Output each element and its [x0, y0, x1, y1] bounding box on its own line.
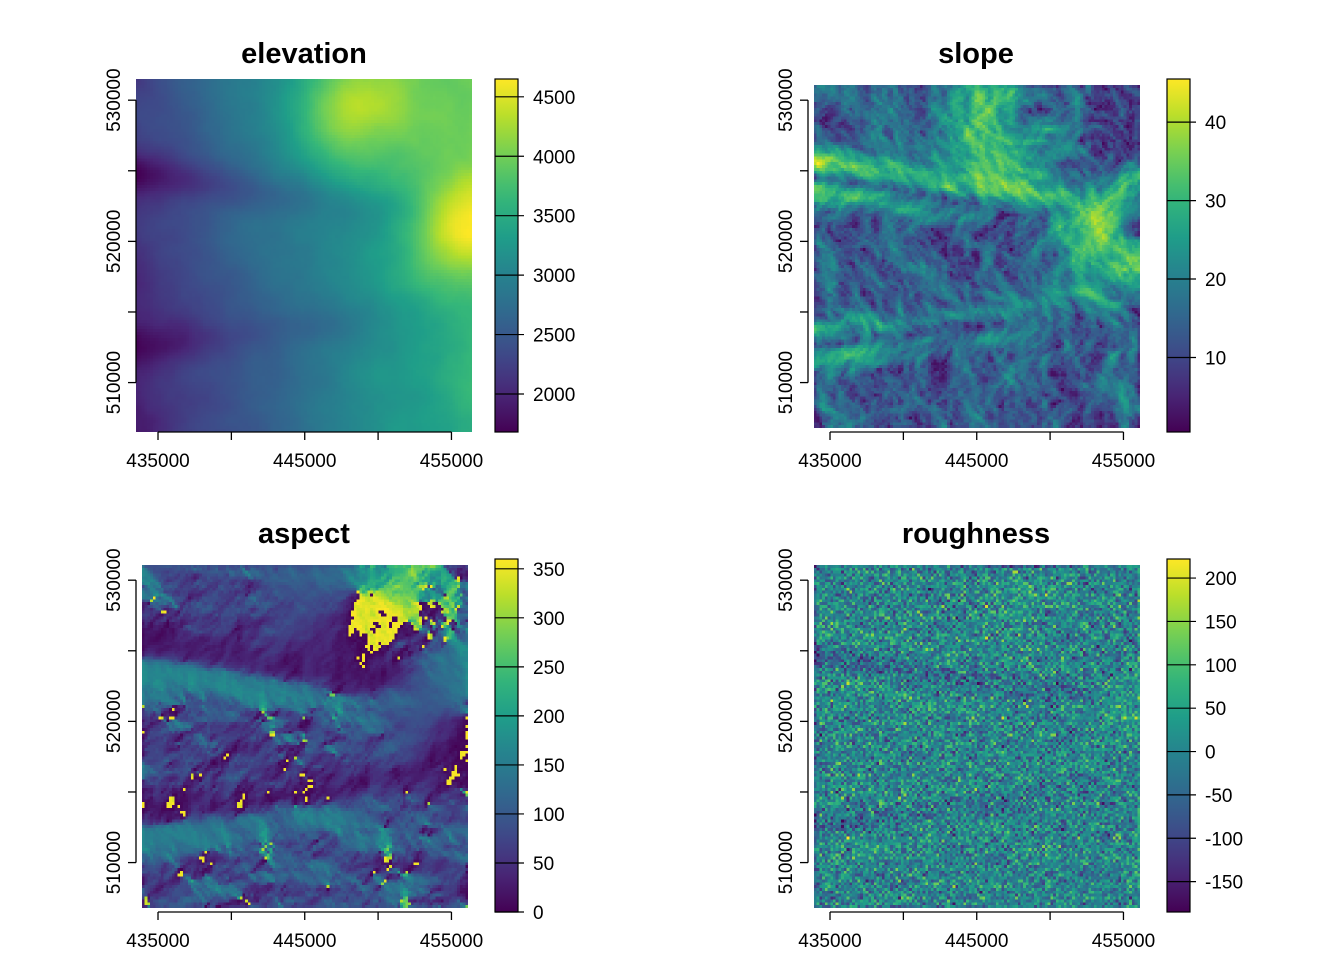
y-tick-label: 530000	[104, 68, 125, 131]
colorbar-tick-label: 100	[1205, 656, 1237, 677]
colorbar-gradient	[495, 559, 518, 912]
colorbar-tick-label: 250	[533, 658, 565, 679]
x-tick-label: 445000	[273, 451, 336, 472]
colorbar-gradient	[495, 79, 518, 432]
colorbar-tick-label: 10	[1205, 348, 1226, 369]
colorbar-tick-label: 2000	[533, 385, 575, 406]
colorbar-tick-label: 20	[1205, 270, 1226, 291]
colorbar-frame	[494, 78, 519, 433]
colorbar-tick-label: 100	[533, 805, 565, 826]
raster-border	[137, 560, 471, 911]
elevation-raster	[136, 79, 472, 432]
y-tick-label: 510000	[104, 831, 125, 894]
colorbar-tick-label: 0	[1205, 743, 1216, 764]
colorbar-tick-label: -100	[1205, 829, 1243, 850]
x-tick-label: 435000	[126, 451, 189, 472]
colorbar-tick-label: 150	[533, 756, 565, 777]
y-tick-label: 530000	[776, 68, 797, 131]
panel-aspect: aspect 435000 445000 455000 510000 520000 5300…	[104, 518, 565, 952]
y-tick-label: 510000	[776, 831, 797, 894]
y-axis: 510000 520000 530000	[104, 548, 137, 894]
colorbar-tick-label: -50	[1205, 786, 1232, 807]
x-tick-label: 435000	[126, 931, 189, 952]
aspect-raster	[142, 565, 468, 908]
colorbar-tick-label: 150	[1205, 612, 1237, 633]
y-tick-label: 520000	[104, 210, 125, 273]
colorbar-gradient	[1167, 559, 1190, 912]
y-tick-label: 510000	[104, 351, 125, 414]
x-tick-label: 445000	[945, 931, 1008, 952]
colorbar-tick-label: 2500	[533, 326, 575, 347]
x-tick-label: 445000	[273, 931, 336, 952]
y-tick-label: 520000	[776, 210, 797, 273]
slope-raster	[814, 85, 1140, 428]
colorbar-tick-label: 40	[1205, 113, 1226, 134]
panel-title: aspect	[258, 518, 350, 550]
x-tick-label: 455000	[1092, 451, 1155, 472]
x-tick-label: 435000	[798, 931, 861, 952]
panel-title: elevation	[241, 38, 367, 70]
colorbar-tick-label: 200	[533, 707, 565, 728]
colorbar-slope: 10 20 30 40	[1166, 78, 1226, 433]
colorbar-roughness: -150 -100 -50 0 50 100 150 200	[1166, 558, 1243, 913]
x-axis: 435000 445000 455000	[798, 911, 1155, 952]
y-axis: 510000 520000 530000	[776, 68, 809, 414]
y-axis: 510000 520000 530000	[776, 548, 809, 894]
panel-title: slope	[938, 38, 1014, 70]
colorbar-tick-label: 3000	[533, 266, 575, 287]
x-axis: 435000 445000 455000	[798, 431, 1155, 472]
colorbar-tick-label: 350	[533, 560, 565, 581]
x-tick-label: 445000	[945, 451, 1008, 472]
y-tick-label: 530000	[104, 548, 125, 611]
colorbar-tick-label: 300	[533, 609, 565, 630]
colorbar-tick-label: 3500	[533, 207, 575, 228]
raster-border	[809, 80, 1143, 431]
colorbar-tick-label: 50	[533, 854, 554, 875]
x-tick-label: 455000	[1092, 931, 1155, 952]
y-tick-label: 530000	[776, 548, 797, 611]
panel-title: roughness	[902, 518, 1050, 550]
x-axis: 435000 445000 455000	[126, 911, 483, 952]
colorbar-tick-label: -150	[1205, 873, 1243, 894]
y-axis: 510000 520000 530000	[104, 68, 137, 414]
colorbar-frame	[494, 558, 519, 913]
roughness-raster	[814, 565, 1140, 908]
colorbar-gradient	[1167, 79, 1190, 432]
colorbar-tick-label: 200	[1205, 569, 1237, 590]
raster-border	[809, 560, 1143, 911]
colorbar-tick-label: 50	[1205, 699, 1226, 720]
panel-slope: slope 435000 445000 455000 510000 520000 53000…	[776, 38, 1226, 472]
x-tick-label: 455000	[420, 931, 483, 952]
colorbar-tick-label: 0	[533, 903, 544, 924]
y-tick-label: 520000	[776, 690, 797, 753]
x-axis: 435000 445000 455000	[126, 431, 483, 472]
colorbar-tick-label: 4500	[533, 88, 575, 109]
colorbar-tick-label: 4000	[533, 147, 575, 168]
x-tick-label: 455000	[420, 451, 483, 472]
y-tick-label: 520000	[104, 690, 125, 753]
colorbar-frame	[1166, 558, 1191, 913]
y-tick-label: 510000	[776, 351, 797, 414]
colorbar-aspect: 0 50 100 150 200 250 300 350	[494, 558, 565, 924]
colorbar-tick-label: 30	[1205, 192, 1226, 213]
colorbar-elevation: 2000 2500 3000 3500 4000 4500	[494, 78, 575, 433]
x-tick-label: 435000	[798, 451, 861, 472]
colorbar-frame	[1166, 78, 1191, 433]
